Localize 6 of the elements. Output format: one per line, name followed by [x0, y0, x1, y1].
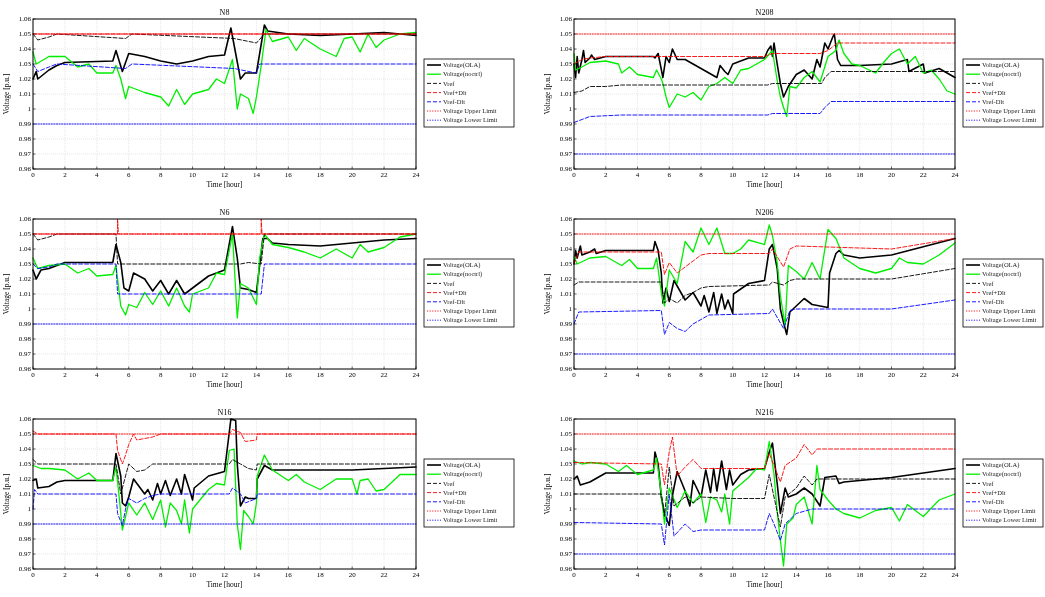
chart-title: N16 — [217, 408, 232, 417]
chart-title: N206 — [755, 208, 774, 217]
chart-title: N8 — [219, 8, 230, 17]
chart-title: N216 — [755, 408, 774, 417]
chart-title: N208 — [755, 8, 774, 17]
chart-title: N6 — [219, 208, 230, 217]
